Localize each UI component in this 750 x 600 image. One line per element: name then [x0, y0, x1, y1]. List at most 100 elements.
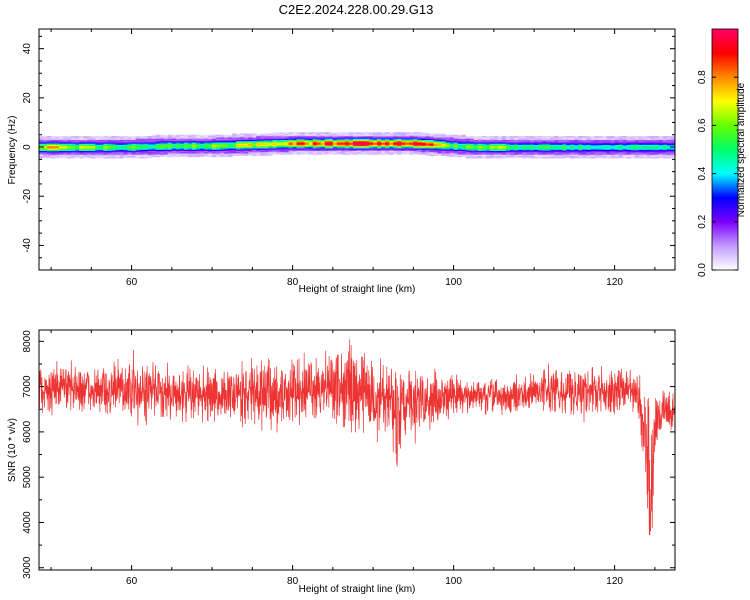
spectrogram-cell — [268, 153, 273, 155]
spectrogram-cell — [99, 142, 104, 144]
spectrogram-cell — [594, 147, 599, 149]
spectrogram-cell — [256, 147, 261, 149]
spectrogram-cell — [526, 149, 531, 152]
spectrogram-cell — [139, 142, 144, 144]
spectrogram-cell — [115, 143, 120, 145]
spectrogram-cell — [183, 142, 189, 144]
spectrogram-cell — [658, 154, 664, 156]
spectrogram-cell — [518, 143, 523, 145]
spectrogram-cell — [296, 151, 301, 154]
spectrogram-cell — [365, 144, 370, 147]
spectrogram-cell — [401, 135, 406, 138]
spectrogram-cell — [220, 150, 225, 153]
spectrogram-cell — [485, 147, 491, 149]
spectrogram-cell — [280, 151, 285, 154]
spectrogram-cell — [344, 132, 350, 134]
spectrogram-cell — [268, 145, 273, 148]
spectrogram-cell — [558, 147, 563, 149]
spectrogram-cell — [352, 151, 358, 154]
spectrogram-cell — [626, 135, 632, 138]
spectrogram-cell — [522, 144, 527, 147]
spectrogram-cell — [437, 148, 442, 150]
spectrogram-cell — [638, 145, 644, 148]
spectrogram-cell — [638, 148, 644, 150]
spectrogram-cell — [469, 149, 475, 152]
spectrogram-cell — [473, 144, 479, 147]
spectrogram-cell — [151, 151, 157, 154]
spectrogram-cell — [344, 148, 350, 150]
spectrogram-cell — [352, 140, 358, 143]
spectrogram-cell — [195, 144, 201, 147]
spectrogram-cell — [546, 145, 551, 148]
spectrogram-cell — [421, 148, 426, 150]
spectrogram-cell — [554, 135, 559, 138]
spectrogram-cell — [51, 151, 56, 154]
spectrogram-cell — [208, 142, 213, 144]
spectrogram-cell — [79, 145, 84, 148]
spectrogram-cell — [586, 135, 591, 138]
spectrogram-cell — [642, 144, 648, 147]
spectrogram-cell — [654, 155, 660, 158]
spectrogram-cell — [614, 149, 619, 152]
spectrogram-cell — [485, 148, 491, 150]
spectrogram-cell — [320, 148, 326, 150]
spectrogram-cell — [449, 150, 454, 153]
spectrogram-cell — [352, 133, 358, 136]
spectrogram-cell — [417, 145, 422, 148]
spectrogram-cell — [429, 151, 434, 154]
spectrogram-cell — [304, 138, 309, 140]
spectrogram-cell — [312, 148, 318, 150]
spectrogram-cell — [171, 145, 177, 148]
spectrogram-cell — [566, 143, 571, 145]
spectrogram-cell — [469, 143, 475, 145]
spectrogram-cell — [51, 140, 56, 143]
spectrogram-cell — [658, 150, 664, 153]
spectrogram-cell — [594, 153, 599, 155]
spectrogram-cell — [453, 140, 458, 143]
spectrogram-cell — [276, 135, 281, 138]
spectrogram-cell — [328, 135, 334, 138]
spectrogram-cell — [377, 134, 382, 137]
spectrogram-cell — [666, 155, 672, 158]
spectrogram-cell — [240, 144, 245, 147]
spectrogram-cell — [296, 144, 301, 147]
spectrogram-cell — [212, 154, 217, 156]
spectrogram-cell — [131, 156, 136, 159]
spectrogram-cell — [328, 137, 334, 139]
spectrogram-cell — [71, 149, 76, 152]
spectrogram-cell — [75, 143, 80, 145]
spectrogram-cell — [538, 138, 543, 140]
spectrogram-cell — [377, 142, 382, 144]
spectrogram-cell — [336, 142, 342, 144]
spectrogram-cell — [316, 150, 322, 153]
spectrogram-cell — [220, 137, 225, 139]
spectrogram-cell — [107, 145, 112, 148]
spectrogram-cell — [509, 138, 515, 140]
y-tick-label: 0 — [22, 144, 33, 150]
spectrogram-cell — [662, 138, 668, 140]
spectrogram-cell — [332, 147, 338, 149]
spectrogram-cell — [300, 147, 305, 149]
spectrogram-cell — [658, 139, 664, 142]
spectrogram-cell — [127, 139, 132, 142]
spectrogram-cell — [586, 137, 591, 139]
spectrogram-cell — [115, 153, 120, 155]
spectrogram-cell — [236, 150, 241, 153]
spectrogram-cell — [340, 148, 346, 150]
spectrogram-cell — [352, 147, 358, 149]
spectrogram-cell — [212, 145, 217, 148]
spectrogram-cell — [244, 147, 249, 149]
spectrogram-cell — [264, 151, 269, 154]
spectrogram-cell — [538, 135, 543, 138]
spectrogram-cell — [59, 137, 64, 139]
spectrogram-cell — [485, 153, 491, 155]
spectrogram-cell — [441, 149, 446, 152]
spectrogram-cell — [167, 144, 173, 147]
spectrogram-cell — [228, 134, 233, 137]
spectrogram-cell — [453, 139, 458, 142]
spectrogram-cell — [260, 138, 265, 140]
spectrogram-cell — [232, 148, 237, 150]
spectrogram-cell — [445, 138, 450, 140]
spectrogram-cell — [248, 148, 253, 150]
